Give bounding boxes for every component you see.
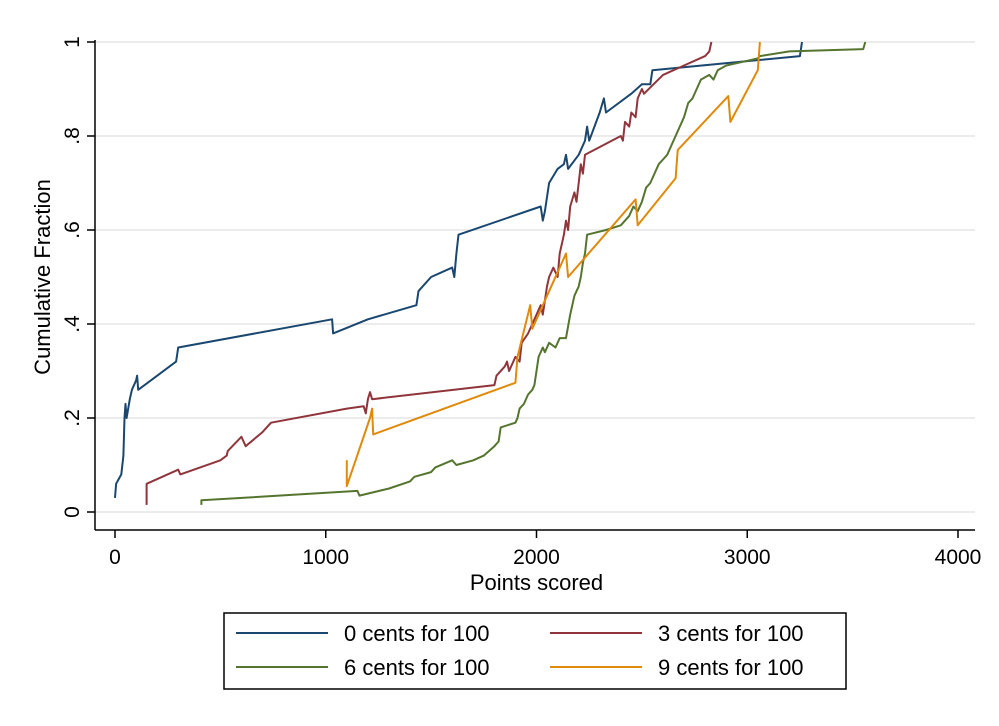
y-tick-label-5: 1 [61, 36, 84, 48]
series-line-0 [114, 41, 803, 498]
y-axis-ticks: 0 .2 .4 .6 .8 1 [61, 36, 95, 518]
legend-label-1: 3 cents for 100 [658, 621, 804, 646]
x-tick-label-2: 2000 [513, 546, 560, 569]
series-line-3 [345, 41, 761, 488]
y-tick-label-4: .8 [61, 127, 84, 145]
legend: 0 cents for 100 3 cents for 100 6 cents fo… [223, 612, 847, 690]
x-tick-label-1: 1000 [302, 546, 349, 569]
legend-label-0: 0 cents for 100 [344, 621, 490, 646]
legend-box [223, 612, 847, 690]
x-tick-label-0: 0 [109, 546, 121, 569]
series-line-1 [145, 41, 713, 505]
y-tick-label-2: .4 [61, 315, 84, 333]
x-tick-label-3: 3000 [724, 546, 771, 569]
grid-lines [95, 41, 975, 513]
x-axis-title: Points scored [470, 570, 603, 595]
x-tick-label-4: 4000 [935, 546, 982, 569]
x-axis-ticks: 0 1000 2000 3000 4000 [109, 530, 981, 569]
legend-label-3: 9 cents for 100 [658, 655, 804, 680]
y-axis-title: Cumulative Fraction [30, 179, 55, 375]
y-tick-label-1: .2 [61, 409, 84, 427]
axes [94, 40, 975, 531]
series-line-2 [200, 41, 867, 505]
legend-label-2: 6 cents for 100 [344, 655, 490, 680]
series-lines [114, 41, 867, 505]
y-tick-label-0: 0 [61, 506, 84, 518]
y-tick-label-3: .6 [61, 221, 84, 239]
